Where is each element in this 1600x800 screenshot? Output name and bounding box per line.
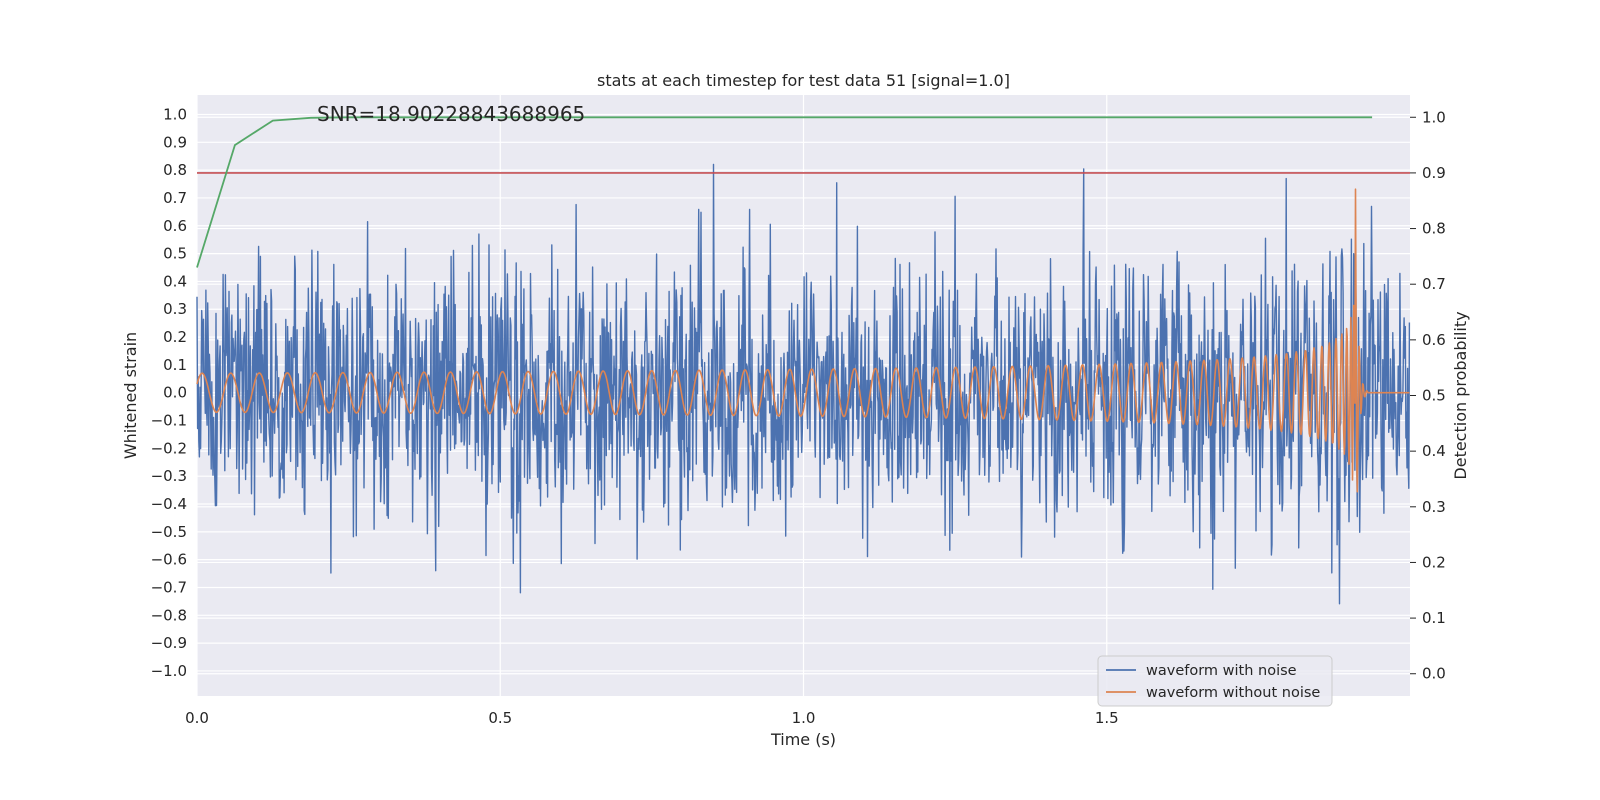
y-tick-label: −0.8 [151, 606, 187, 624]
y-tick-label: 0.1 [163, 356, 187, 374]
y-tick-label: −1.0 [151, 662, 187, 680]
legend-box [1097, 655, 1333, 707]
y-tick-label: 0.3 [163, 300, 187, 318]
y-tick-label: 0.8 [163, 161, 187, 179]
y-tick-label: 0.2 [163, 328, 187, 346]
y-tick-label: −0.5 [151, 523, 187, 541]
series-layer [196, 116, 1411, 605]
y-tick-label: 0.9 [163, 133, 187, 151]
y2-tick-label: 0.8 [1422, 220, 1446, 238]
y-tick-label: 1.0 [163, 105, 187, 123]
y2-axis-label: Detection probability [1451, 311, 1470, 479]
legend-entry-label: waveform with noise [1146, 663, 1297, 679]
x-axis-label: Time (s) [770, 730, 836, 749]
chart-title: stats at each timestep for test data 51 … [597, 71, 1010, 90]
y2-tick-label: 0.6 [1422, 331, 1446, 349]
y-tick-label: −0.7 [151, 578, 187, 596]
y-tick-label: −0.3 [151, 467, 187, 485]
snr-annotation: SNR=18.90228843688965 [317, 102, 585, 126]
y2-tick-label: 0.9 [1422, 164, 1446, 182]
legend-entry-label: waveform without noise [1146, 685, 1320, 701]
y-tick-label: −0.4 [151, 495, 187, 513]
y-tick-label: 0.6 [163, 217, 187, 235]
x-tick-label: 0.0 [185, 709, 209, 727]
y-tick-label: −0.9 [151, 634, 187, 652]
y2-tick-label: 0.2 [1422, 553, 1446, 571]
x-tick-label: 1.0 [792, 709, 816, 727]
y2-tick-label: 0.0 [1422, 665, 1446, 683]
y-tick-label: 0.7 [163, 189, 187, 207]
y2-tick-label: 0.7 [1422, 275, 1446, 293]
y2-tick-label: 1.0 [1422, 108, 1446, 126]
series-waveform-without-noise [196, 188, 1410, 493]
axes-layer: 0.0 0.5 1.0 1.5 −1.0 −0.9 −0.8 −0.7 −0.6 −0.5 −0.4… [151, 105, 1446, 727]
series-detection-probability [196, 116, 1373, 268]
y-tick-label: 0.4 [163, 272, 187, 290]
y2-tick-label: 0.1 [1422, 609, 1446, 627]
x-tick-label: 0.5 [488, 709, 512, 727]
y2-tick-label: 0.3 [1422, 498, 1446, 516]
y-tick-label: −0.2 [151, 439, 187, 457]
y2-tick-label: 0.5 [1422, 387, 1446, 405]
y-axis-label: Whitened strain [121, 332, 140, 459]
y2-tick-label: 0.4 [1422, 442, 1446, 460]
y-tick-label: 0.0 [163, 384, 187, 402]
legend: waveform with noise waveform without nois… [1097, 655, 1333, 707]
y-tick-label: −0.1 [151, 412, 187, 430]
x-tick-label: 1.5 [1095, 709, 1119, 727]
y-tick-label: 0.5 [163, 245, 187, 263]
y-tick-label: −0.6 [151, 551, 187, 569]
